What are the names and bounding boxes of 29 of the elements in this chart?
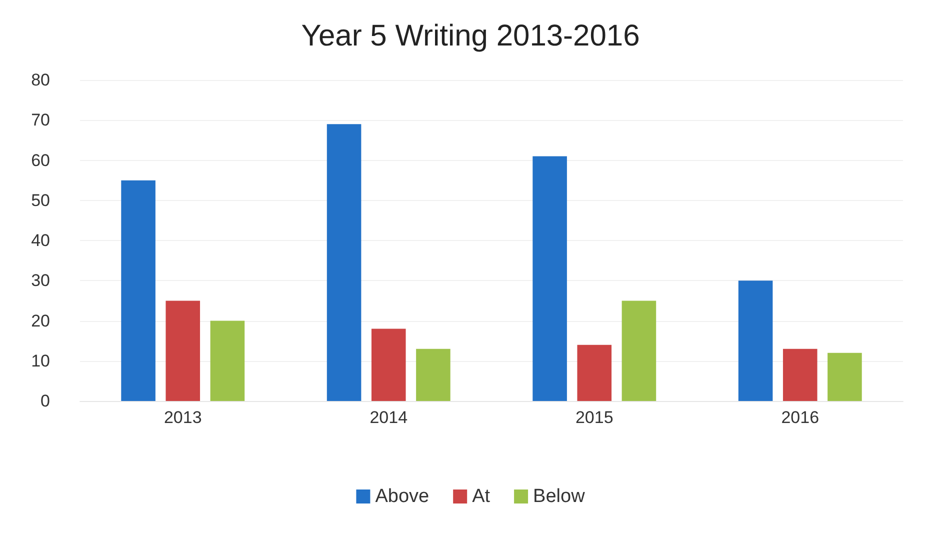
y-tick-label: 0	[40, 392, 50, 410]
bar	[166, 300, 200, 401]
bar	[210, 320, 245, 401]
y-tick-label: 10	[31, 351, 50, 370]
legend-label: At	[472, 486, 491, 507]
x-tick-label: 2016	[781, 408, 820, 427]
bar	[622, 300, 656, 401]
bar	[371, 328, 406, 401]
y-tick-label: 30	[31, 271, 50, 290]
y-tick-label: 40	[31, 231, 50, 250]
bar	[532, 156, 567, 401]
legend-label: Above	[375, 486, 430, 507]
bar	[416, 348, 450, 401]
bar	[326, 124, 362, 401]
y-tick-label: 80	[31, 70, 50, 90]
y-tick-label: 50	[31, 190, 50, 210]
x-tick-label: 2015	[575, 408, 614, 427]
bar	[782, 348, 818, 401]
x-tick-label: 2014	[370, 408, 408, 427]
x-tick-label: 2013	[164, 408, 202, 427]
y-tick-label: 20	[31, 311, 50, 330]
y-tick-label: 70	[31, 110, 50, 130]
y-tick-label: 60	[31, 150, 50, 170]
bar	[121, 180, 156, 401]
bar	[828, 352, 862, 401]
legend-label: Below	[533, 486, 586, 507]
bar	[577, 344, 612, 401]
chart-title: Year 5 Writing 2013-2016	[301, 20, 640, 52]
bar	[738, 280, 773, 401]
